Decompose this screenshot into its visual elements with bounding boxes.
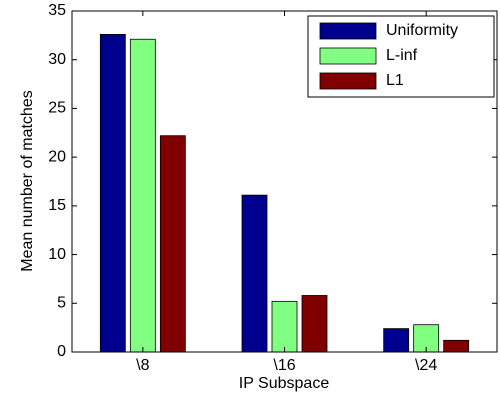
y-tick-label: 30: [48, 51, 66, 68]
bar: [301, 295, 328, 353]
legend-label: L-inf: [386, 47, 418, 64]
bar: [159, 135, 186, 353]
y-tick-label: 15: [48, 197, 66, 214]
bar: [383, 328, 410, 353]
bar: [129, 38, 156, 353]
y-tick-label: 25: [48, 100, 66, 117]
y-tick-label: 20: [48, 148, 66, 165]
legend-swatch: [319, 72, 377, 90]
x-tick-label: \24: [415, 357, 437, 374]
legend-label: Uniformity: [386, 22, 458, 39]
y-tick-label: 0: [57, 343, 66, 360]
legend-label: L1: [386, 72, 404, 89]
y-tick-label: 5: [57, 295, 66, 312]
bar: [241, 194, 268, 353]
x-tick-label: \16: [273, 357, 295, 374]
legend-swatch: [319, 47, 377, 65]
y-tick-label: 35: [48, 2, 66, 19]
y-axis-label: Mean number of matches: [19, 90, 36, 271]
x-tick-label: \8: [136, 357, 149, 374]
bar: [443, 339, 470, 353]
bar: [99, 33, 126, 353]
y-tick-label: 10: [48, 246, 66, 263]
bar: [271, 300, 298, 353]
legend-swatch: [319, 22, 377, 40]
x-axis-label: IP Subspace: [239, 375, 330, 392]
